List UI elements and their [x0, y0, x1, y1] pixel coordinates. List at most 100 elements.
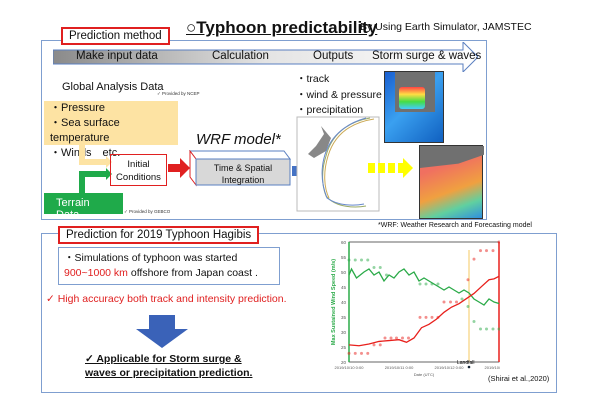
input-sst: ・Sea surface temperature: [50, 117, 120, 144]
obs-point: [360, 258, 363, 262]
prediction-method-panel: [41, 40, 487, 220]
stage-storm-surge: Storm surge & waves: [372, 50, 482, 62]
obs-point: [442, 300, 446, 304]
obs-point: [353, 258, 357, 262]
obs-point: [372, 266, 376, 269]
input-variables-box: ・Pressure ・Sea surface temperature ・Wind…: [44, 101, 178, 159]
y-tick-label: 35: [341, 315, 347, 320]
y-tick-label: 40: [341, 300, 347, 305]
terrain-data-box: Terrain Data: [44, 193, 123, 221]
down-arrow: [136, 315, 188, 348]
initial-conditions-box: Initial Conditions: [110, 154, 167, 186]
obs-point: [378, 266, 382, 269]
outputs-list: ・track ・wind & pressure ・precipitation: [296, 72, 382, 119]
obs-point: [418, 315, 422, 319]
ncep-note: ✓ Provided by NCEP: [157, 91, 200, 96]
obs-point: [491, 327, 495, 331]
obs-point: [347, 351, 351, 355]
wrf-box: [189, 150, 314, 187]
obs-point: [383, 336, 387, 340]
obs-point: [395, 336, 398, 340]
obs-point: [407, 336, 410, 340]
obs-point: [491, 249, 495, 253]
obs-point: [389, 336, 393, 340]
obs-point: [497, 327, 500, 331]
obs-point: [378, 343, 382, 347]
hagibis-panel: [41, 233, 557, 393]
y-axis-label: Max Sustained Wind Speed (m/s): [331, 259, 337, 345]
pressure-line: [348, 275, 500, 347]
obs-point: [424, 282, 428, 286]
y-tick-label: 25: [341, 345, 347, 350]
wind-map: [384, 71, 444, 143]
obs-point: [353, 351, 357, 355]
hagibis-label: Prediction for 2019 Typhoon Hagibis: [58, 226, 260, 244]
integration-label: Time & Spatial Integration: [213, 163, 273, 185]
track-line: [324, 118, 375, 199]
output-wind-pressure: ・wind & pressure: [296, 88, 382, 101]
simulation-box: ・Simulations of typhoon was started 900~…: [58, 247, 280, 285]
x-tick-label: 2019/10/13 0:00: [485, 365, 500, 370]
simulation-text: ・Simulations of typhoon was started: [64, 252, 238, 264]
obs-point: [430, 282, 434, 286]
obs-point: [360, 351, 363, 355]
obs-point: [449, 300, 452, 304]
obs-point: [485, 327, 488, 331]
japan-landmass: [308, 126, 331, 158]
plot-area: [348, 241, 500, 363]
x-tick-label: 2019/10/11 0:00: [385, 365, 414, 370]
y-tick-label: 30: [341, 330, 347, 335]
x-tick-label: 2019/10/10 0:00: [335, 365, 365, 370]
track-map: [296, 116, 380, 212]
obs-point: [472, 257, 476, 261]
obs-point: [436, 315, 440, 319]
applicable-text: ✓ Applicable for Storm surge & waves or …: [85, 353, 253, 379]
landfall-marker: [467, 365, 471, 369]
obs-point: [366, 258, 370, 262]
obs-point: [466, 305, 470, 308]
obs-point: [466, 278, 470, 282]
byline: By Using Earth Simulator, JAMSTEC: [360, 21, 532, 33]
obs-point: [347, 258, 351, 262]
input-pressure: ・Pressure: [50, 102, 106, 114]
obs-point: [401, 336, 404, 340]
output-track: ・track: [296, 73, 330, 85]
obs-point: [497, 240, 500, 244]
obs-point: [418, 282, 422, 286]
obs-point: [485, 249, 488, 253]
landfall-annotation: Landfall: [457, 360, 475, 366]
stage-outputs: Outputs: [313, 50, 354, 62]
prediction-method-label: Prediction method: [61, 27, 170, 45]
citation: (Shirai et al.,2020): [488, 374, 550, 383]
accuracy-text: ✓ High accuracy both track and intensity…: [46, 293, 287, 305]
y-tick-label: 55: [341, 255, 347, 260]
y-tick-label: 20: [341, 360, 347, 365]
offshore-text: offshore from Japan coast .: [127, 267, 258, 279]
distance-text: 900~1000 km: [64, 267, 128, 279]
obs-point: [479, 327, 482, 331]
y-tick-label: 60: [341, 240, 347, 245]
x-axis-label: Date (UTC): [414, 372, 435, 377]
obs-point: [372, 343, 376, 347]
obs-point: [424, 315, 428, 319]
yellow-arrow: [368, 158, 413, 178]
wrf-model-label: WRF model*: [196, 131, 281, 148]
obs-point: [472, 320, 476, 323]
obs-point: [479, 249, 482, 253]
obs-point: [430, 315, 434, 319]
obs-point: [436, 282, 440, 286]
stage-make-input: Make input data: [76, 50, 158, 62]
input-winds: ・Winds etc.: [50, 147, 121, 159]
wrf-footnote: *WRF: Weather Research and Forecasting m…: [378, 222, 532, 229]
obs-point: [366, 351, 370, 355]
storm-surge-map: [419, 145, 484, 219]
obs-point: [385, 273, 388, 277]
obs-point: [460, 297, 464, 301]
x-tick-label: 2019/10/12 0:00: [435, 365, 465, 370]
global-analysis-label: Global Analysis Data: [62, 81, 164, 93]
wind-line: [348, 267, 500, 306]
output-precipitation: ・precipitation: [296, 104, 364, 116]
stage-calculation: Calculation: [212, 50, 269, 62]
hagibis-chart: 2025303540455055609109209309409509609709…: [331, 240, 500, 377]
process-arrow: [53, 42, 478, 72]
